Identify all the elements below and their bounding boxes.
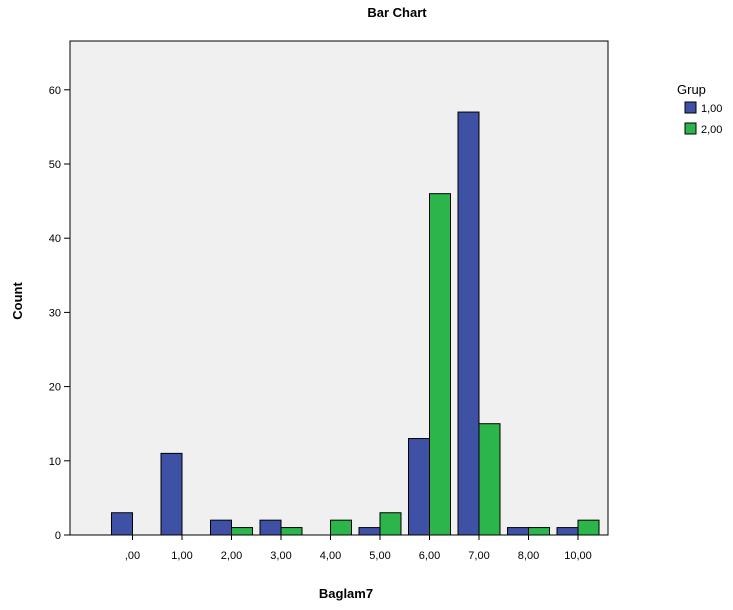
x-tick-label: 3,00 (270, 550, 291, 562)
y-tick-label: 40 (49, 233, 61, 245)
x-tick-label: 4,00 (320, 550, 341, 562)
legend-swatch (684, 101, 697, 114)
bar-series-1 (507, 527, 529, 536)
bar-series-2 (528, 527, 550, 536)
y-axis-title: Count (10, 282, 25, 320)
x-tick-label: 8,00 (518, 550, 539, 562)
bar-series-2 (429, 193, 451, 536)
bar-series-1 (408, 438, 430, 536)
bar-series-2 (231, 527, 253, 536)
bars (111, 111, 600, 536)
legend-swatch (684, 122, 697, 135)
x-tick-label: 1,00 (171, 550, 192, 562)
bar-series-2 (478, 423, 501, 536)
bar-series-1 (111, 512, 133, 536)
y-tick-label: 10 (49, 456, 61, 468)
y-tick-label: 30 (49, 307, 61, 319)
y-tick-label: 0 (55, 530, 61, 542)
legend-label: 1,00 (701, 103, 722, 115)
bar-series-1 (358, 527, 381, 536)
y-tick-label: 60 (49, 85, 61, 97)
x-tick-label: 10,00 (564, 550, 592, 562)
bar-series-1 (457, 111, 480, 536)
legend: Grup 1,00 2,00 (677, 82, 722, 136)
y-axis: 0 10 20 30 40 50 60 (49, 85, 70, 542)
bar-series-2 (280, 527, 303, 536)
legend-title: Grup (677, 82, 706, 97)
x-axis: ,00 1,00 2,00 3,00 4,00 5,00 6,00 7,00 8,00 10,00 (125, 535, 592, 562)
bar-series-2 (330, 519, 352, 536)
x-tick-label: 2,00 (221, 550, 242, 562)
y-tick-label: 20 (49, 382, 61, 394)
x-axis-title: Baglam7 (319, 586, 373, 601)
bar-series-2 (577, 519, 600, 536)
x-tick-label: 7,00 (468, 550, 489, 562)
plot-area (69, 40, 609, 536)
bar-series-2 (379, 512, 402, 536)
chart-title: Bar Chart (367, 5, 427, 20)
x-tick-label: 5,00 (369, 550, 390, 562)
x-tick-label: ,00 (125, 550, 140, 562)
bar-series-1 (210, 519, 232, 536)
bar-series-1 (259, 519, 282, 536)
legend-label: 2,00 (701, 124, 722, 136)
bar-series-1 (556, 527, 579, 536)
x-tick-label: 6,00 (419, 550, 440, 562)
y-tick-label: 50 (49, 159, 61, 171)
bar-series-1 (160, 452, 183, 536)
